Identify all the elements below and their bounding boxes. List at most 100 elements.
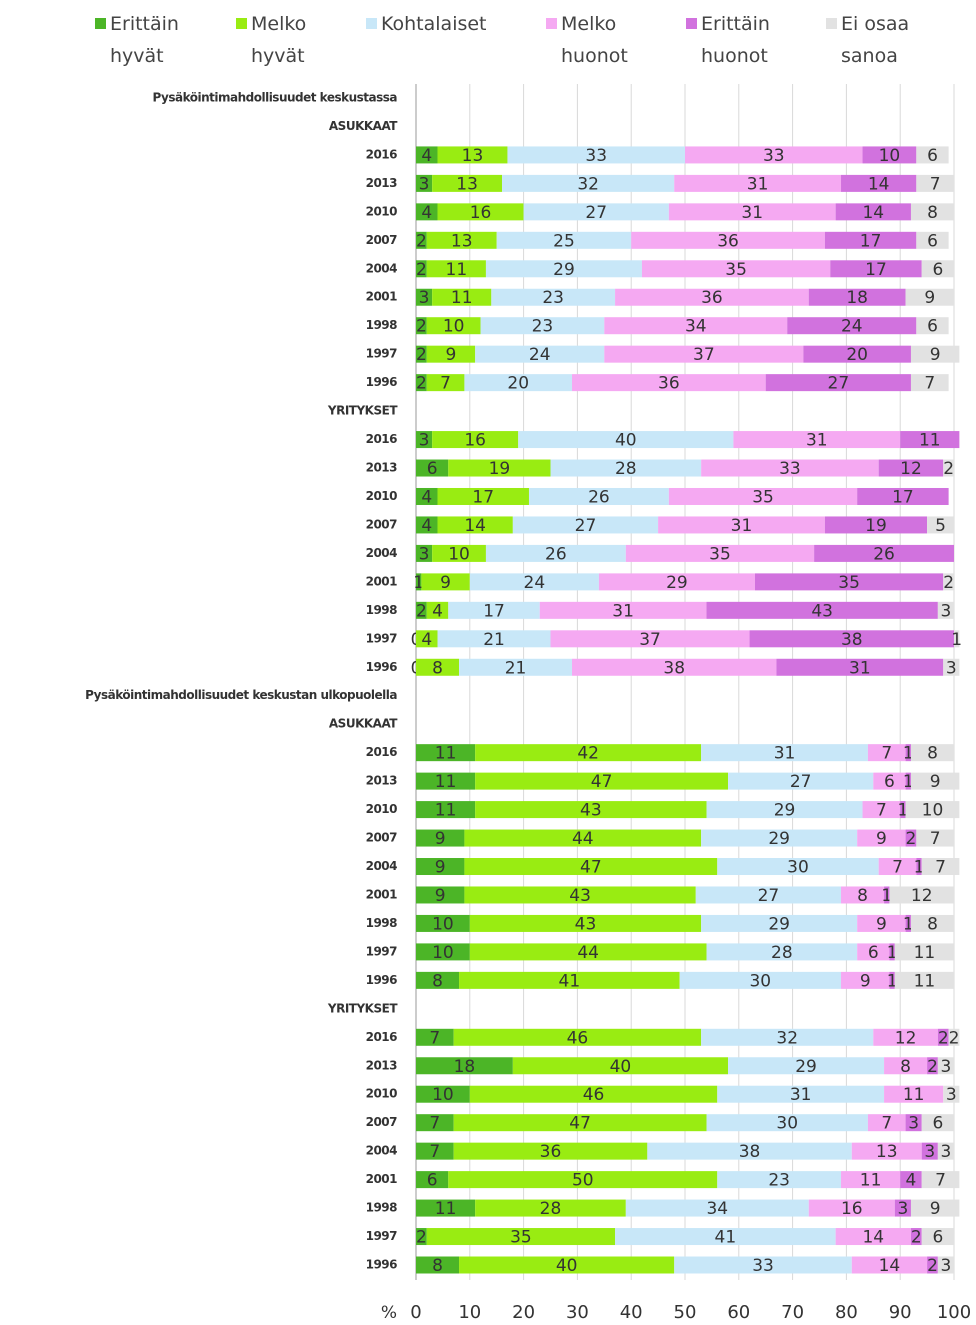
data-label: 27 (585, 203, 607, 223)
category-label: 1997 (366, 1229, 398, 1243)
data-label: 17 (472, 487, 494, 507)
bar-segment (475, 772, 729, 790)
x-tick-label: 50 (674, 1302, 697, 1323)
bar-segment (604, 345, 804, 363)
x-tick-label: 20 (512, 1302, 535, 1323)
data-label: 10 (432, 943, 454, 963)
bar-segment (921, 858, 960, 876)
bar-segment (857, 487, 949, 505)
bar-segment (754, 573, 944, 591)
bar-segment (905, 772, 911, 790)
bar-segment (416, 573, 422, 591)
data-label: 1 (951, 630, 962, 650)
category-label: 2010 (366, 802, 398, 816)
bar-segment (905, 288, 954, 306)
data-label: 2 (416, 345, 427, 365)
category-label: 1998 (366, 603, 398, 617)
bar-segment (641, 260, 831, 278)
bar-segment (448, 601, 540, 619)
data-label: 27 (758, 886, 780, 906)
data-label: 19 (489, 459, 511, 479)
bar-segment (453, 1114, 707, 1132)
data-label: 25 (553, 231, 575, 251)
data-label: 2 (938, 1028, 949, 1048)
bar-segment (426, 317, 481, 335)
data-label: 4 (421, 516, 432, 536)
bar-segment (459, 971, 680, 989)
data-label: 27 (790, 772, 812, 792)
bar-segment (910, 203, 954, 221)
bar-segment (889, 886, 954, 904)
data-label: 4 (432, 601, 443, 621)
category-label: 2016 (366, 1030, 398, 1044)
bar-segment (921, 260, 954, 278)
data-label: 8 (927, 914, 938, 934)
bar-segment (459, 658, 573, 676)
data-label: 46 (567, 1028, 589, 1048)
bar-segment (625, 1199, 809, 1217)
data-label: 8 (432, 971, 443, 991)
bar-segment (416, 1256, 460, 1274)
bar-segment (706, 801, 863, 819)
legend-label: Kohtalaiset (381, 13, 487, 35)
bar-segment (416, 1028, 454, 1046)
bar-segment (937, 1256, 954, 1274)
data-label: 12 (900, 459, 922, 479)
x-tick-label: 70 (781, 1302, 804, 1323)
data-label: 6 (927, 146, 938, 166)
bar-segment (900, 1171, 922, 1189)
legend-item: Melko huonot (546, 8, 661, 72)
data-label: 9 (930, 1199, 941, 1219)
data-label: 9 (930, 345, 941, 365)
data-label: 2 (943, 459, 954, 479)
category-label: 2016 (366, 432, 398, 446)
bar-segment (943, 1085, 960, 1103)
data-label: 6 (932, 1228, 943, 1248)
bar-segment (523, 203, 669, 221)
data-label: 20 (507, 374, 529, 394)
data-label: 29 (666, 573, 688, 593)
data-label: 20 (846, 345, 868, 365)
data-label: 38 (739, 1142, 761, 1162)
legend-label: Erittäin hyvät (110, 13, 179, 67)
bar-segment (625, 544, 815, 562)
data-label: 23 (768, 1171, 790, 1191)
data-label: 40 (615, 431, 637, 451)
bar-segment (416, 801, 476, 819)
bar-segment (937, 1057, 954, 1075)
bar-segment (857, 914, 906, 932)
category-label: 1997 (366, 631, 398, 645)
bar-segment (943, 573, 954, 591)
bar-segment (733, 431, 901, 449)
bar-segment (416, 601, 427, 619)
data-label: 31 (790, 1085, 812, 1105)
bar-segment (910, 772, 960, 790)
category-label: 2013 (366, 176, 398, 190)
data-label: 37 (693, 345, 715, 365)
bar-segment (905, 1114, 922, 1132)
bar-segment (464, 829, 702, 847)
data-label: 1 (903, 744, 914, 764)
bar-segment (921, 1114, 954, 1132)
category-label: YRITYKSET (327, 1001, 398, 1015)
bar-segment (416, 288, 433, 306)
bar-segment (507, 146, 685, 164)
data-label: 36 (717, 231, 739, 251)
category-label: 2013 (366, 461, 398, 475)
bar-segment (701, 829, 858, 847)
bar-segment (894, 1199, 911, 1217)
bar-segment (426, 345, 476, 363)
data-label: 28 (771, 943, 793, 963)
data-label: 2 (911, 1228, 922, 1248)
bar-segment (674, 174, 842, 192)
bar-segment (416, 744, 476, 762)
data-label: 1 (914, 858, 925, 878)
x-tick-label: 0 (410, 1302, 421, 1323)
data-label: 50 (572, 1171, 594, 1191)
bar-segment (469, 1085, 718, 1103)
data-label: 26 (588, 487, 610, 507)
data-label: 30 (776, 1114, 798, 1134)
data-label: 43 (811, 601, 833, 621)
bar-segment (824, 231, 917, 249)
